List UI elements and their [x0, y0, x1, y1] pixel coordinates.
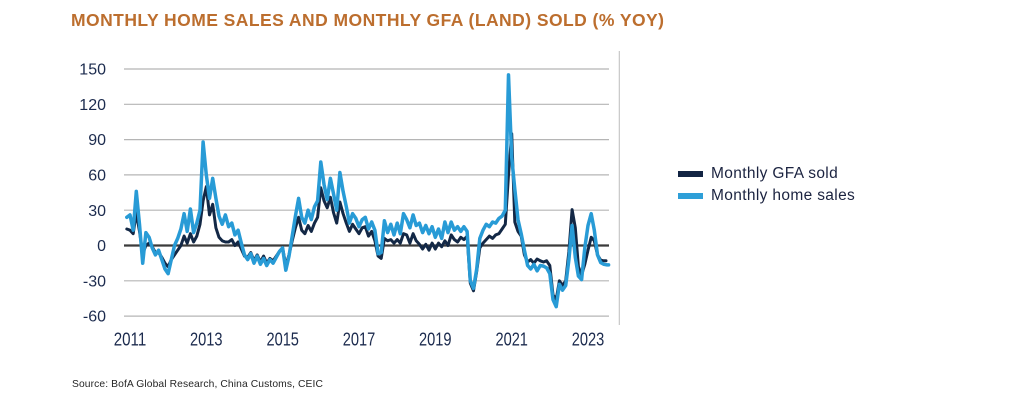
svg-text:120: 120 — [79, 97, 106, 114]
svg-text:2013: 2013 — [190, 330, 223, 350]
svg-text:150: 150 — [79, 62, 106, 79]
svg-text:2021: 2021 — [495, 330, 528, 350]
svg-text:-30: -30 — [83, 273, 106, 290]
svg-text:30: 30 — [88, 203, 106, 220]
svg-text:0: 0 — [97, 238, 106, 255]
svg-text:-60: -60 — [83, 309, 106, 326]
svg-text:2011: 2011 — [114, 330, 147, 350]
svg-text:2023: 2023 — [572, 330, 605, 350]
svg-text:2019: 2019 — [419, 330, 452, 350]
svg-text:60: 60 — [88, 168, 106, 185]
svg-text:90: 90 — [88, 132, 106, 149]
svg-text:2015: 2015 — [266, 330, 299, 350]
svg-text:2017: 2017 — [343, 330, 376, 350]
